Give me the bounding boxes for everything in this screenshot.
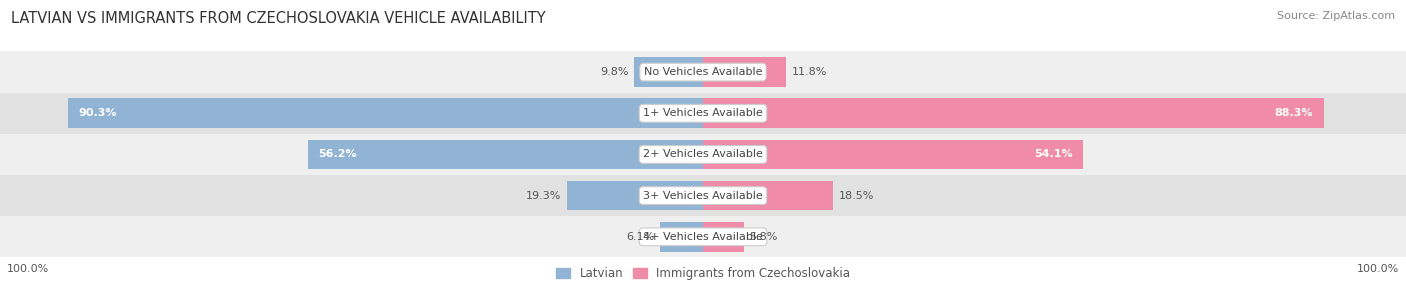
Text: 90.3%: 90.3%: [79, 108, 117, 118]
Text: No Vehicles Available: No Vehicles Available: [644, 67, 762, 77]
Text: 18.5%: 18.5%: [838, 191, 875, 200]
Bar: [568, 181, 703, 210]
Bar: [0, 51, 1406, 93]
Text: 56.2%: 56.2%: [318, 150, 357, 159]
Bar: [69, 98, 703, 128]
Text: 88.3%: 88.3%: [1275, 108, 1313, 118]
Text: 4+ Vehicles Available: 4+ Vehicles Available: [643, 232, 763, 242]
Text: Source: ZipAtlas.com: Source: ZipAtlas.com: [1277, 11, 1395, 21]
Bar: [661, 222, 703, 252]
Bar: [703, 98, 1324, 128]
Text: 5.8%: 5.8%: [749, 232, 778, 242]
Text: 9.8%: 9.8%: [600, 67, 628, 77]
Legend: Latvian, Immigrants from Czechoslovakia: Latvian, Immigrants from Czechoslovakia: [555, 267, 851, 280]
Bar: [703, 222, 744, 252]
Text: 1+ Vehicles Available: 1+ Vehicles Available: [643, 108, 763, 118]
Bar: [0, 216, 1406, 257]
Text: 11.8%: 11.8%: [792, 67, 827, 77]
Bar: [0, 134, 1406, 175]
Bar: [0, 175, 1406, 216]
Text: 3+ Vehicles Available: 3+ Vehicles Available: [643, 191, 763, 200]
Text: 2+ Vehicles Available: 2+ Vehicles Available: [643, 150, 763, 159]
Text: 100.0%: 100.0%: [1357, 264, 1399, 274]
Text: 100.0%: 100.0%: [7, 264, 49, 274]
Text: 54.1%: 54.1%: [1035, 150, 1073, 159]
Bar: [634, 57, 703, 87]
Text: LATVIAN VS IMMIGRANTS FROM CZECHOSLOVAKIA VEHICLE AVAILABILITY: LATVIAN VS IMMIGRANTS FROM CZECHOSLOVAKI…: [11, 11, 546, 26]
Text: 6.1%: 6.1%: [626, 232, 655, 242]
Bar: [703, 57, 786, 87]
Bar: [703, 140, 1084, 169]
Bar: [703, 181, 832, 210]
Text: 19.3%: 19.3%: [526, 191, 562, 200]
Bar: [308, 140, 703, 169]
Bar: [0, 93, 1406, 134]
